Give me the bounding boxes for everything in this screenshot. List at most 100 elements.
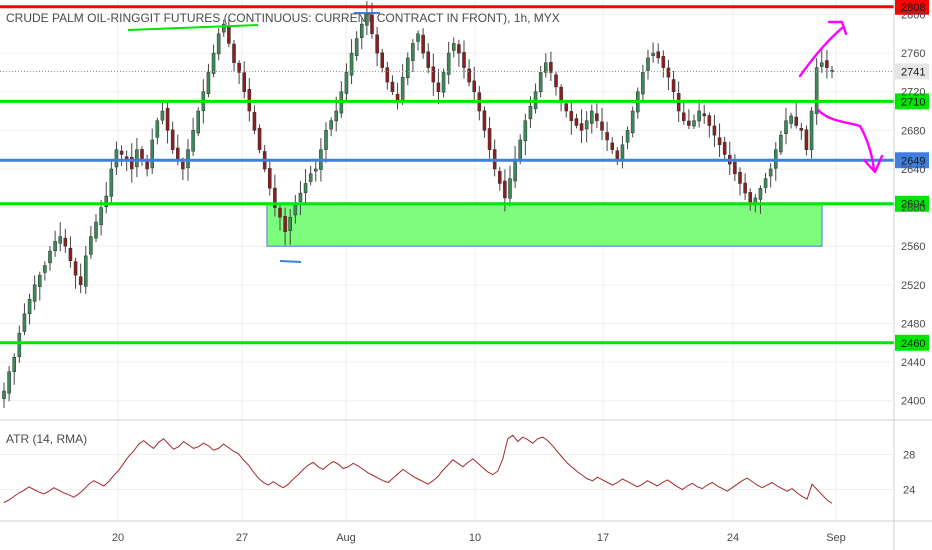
candle-body (733, 161, 737, 175)
candle-body (370, 14, 374, 35)
candle-body (78, 276, 83, 286)
candle-body (365, 14, 369, 26)
candle-body (385, 67, 390, 83)
blue-marker-line-bottom (279, 260, 302, 263)
candle-body (584, 120, 589, 130)
candle-body (83, 255, 88, 287)
candle-body (630, 110, 635, 134)
candle-body (32, 284, 37, 302)
candle-body (497, 171, 502, 184)
candle-body (738, 171, 742, 184)
candle-body (559, 86, 563, 102)
candle-body (697, 110, 701, 122)
candle-body (17, 332, 22, 357)
candle-body (809, 110, 814, 151)
candle-body (216, 33, 221, 55)
candle-body (467, 68, 471, 83)
candle-body (104, 195, 109, 207)
candle-body (523, 120, 528, 142)
candle-body (242, 72, 247, 92)
candle-body (68, 247, 73, 261)
level-label-box (895, 334, 929, 351)
candle-body (508, 178, 512, 199)
candle-body (2, 390, 6, 400)
x-tick-label: 27 (236, 532, 248, 544)
candle-body (73, 261, 78, 276)
candle-body (758, 188, 763, 200)
last-price-box (895, 63, 929, 80)
annotations (127, 12, 884, 263)
candle-body (610, 142, 615, 150)
candle-body (411, 43, 415, 61)
candle-body (615, 150, 620, 160)
candle-body (743, 182, 747, 194)
candle-body (712, 125, 717, 136)
x-axis: 20 27 Aug 10 17 24 Sep (112, 532, 846, 544)
candle-body (380, 52, 385, 68)
level-label: 2460 (901, 338, 925, 350)
candle-body (298, 192, 303, 202)
level-label: 2808 (901, 2, 925, 14)
candle-body (543, 62, 548, 73)
candle-body (232, 43, 236, 64)
candle-body (405, 57, 410, 79)
candle-body (129, 156, 134, 170)
candle-body (799, 128, 804, 131)
candle-body (605, 132, 609, 141)
candle-body (600, 121, 604, 131)
price-tick-label: 2640 (901, 164, 925, 176)
candle-body (436, 82, 441, 92)
candle-body (431, 66, 436, 83)
candle-body (283, 216, 287, 232)
x-tick-label: 10 (469, 532, 481, 544)
candle-body (789, 115, 793, 124)
price-tick-label: 2560 (901, 241, 925, 253)
candle-body (359, 23, 364, 38)
candle-body (416, 33, 420, 42)
candle-body (784, 120, 788, 134)
candle-body (825, 60, 829, 68)
candle-body (482, 110, 487, 131)
candle-body (119, 150, 124, 155)
candle-body (625, 130, 630, 143)
candle-body (656, 51, 661, 59)
candle-body (303, 183, 308, 194)
candle-body (651, 52, 655, 56)
candle-body (252, 112, 257, 131)
candle-body (257, 127, 262, 150)
magenta-down-arrowhead (862, 154, 884, 174)
candle-body (170, 129, 175, 150)
candle-body (344, 72, 349, 94)
price-tick-label: 2520 (901, 280, 925, 292)
candle-body (308, 173, 313, 182)
x-tick-label: Aug (336, 532, 356, 544)
candle-body (89, 236, 93, 255)
green-marker-line (127, 24, 259, 31)
candle-body (814, 67, 819, 115)
candle-body (579, 123, 584, 131)
level-label: 2604 (901, 199, 925, 211)
candle-body (513, 159, 517, 182)
candle-body (538, 72, 543, 93)
candle-body (421, 34, 425, 54)
candle-body (707, 115, 712, 126)
candle-body (462, 52, 466, 68)
atr-label: ATR (14, RMA) (6, 432, 87, 446)
candle-body (641, 72, 645, 95)
candle-body (528, 105, 533, 120)
candle-body (671, 79, 676, 92)
candle-body (375, 34, 379, 54)
atr-axis: 24 28 (903, 450, 915, 497)
level-label: 2710 (901, 96, 925, 108)
candle-body (140, 149, 144, 160)
candle-body (702, 113, 707, 117)
candle-body (43, 265, 47, 273)
candle-body (186, 149, 190, 169)
candle-body (237, 63, 241, 73)
candle-body (620, 144, 625, 160)
candle-body (569, 111, 574, 121)
candle-body (267, 168, 272, 189)
candle-body (503, 180, 507, 199)
